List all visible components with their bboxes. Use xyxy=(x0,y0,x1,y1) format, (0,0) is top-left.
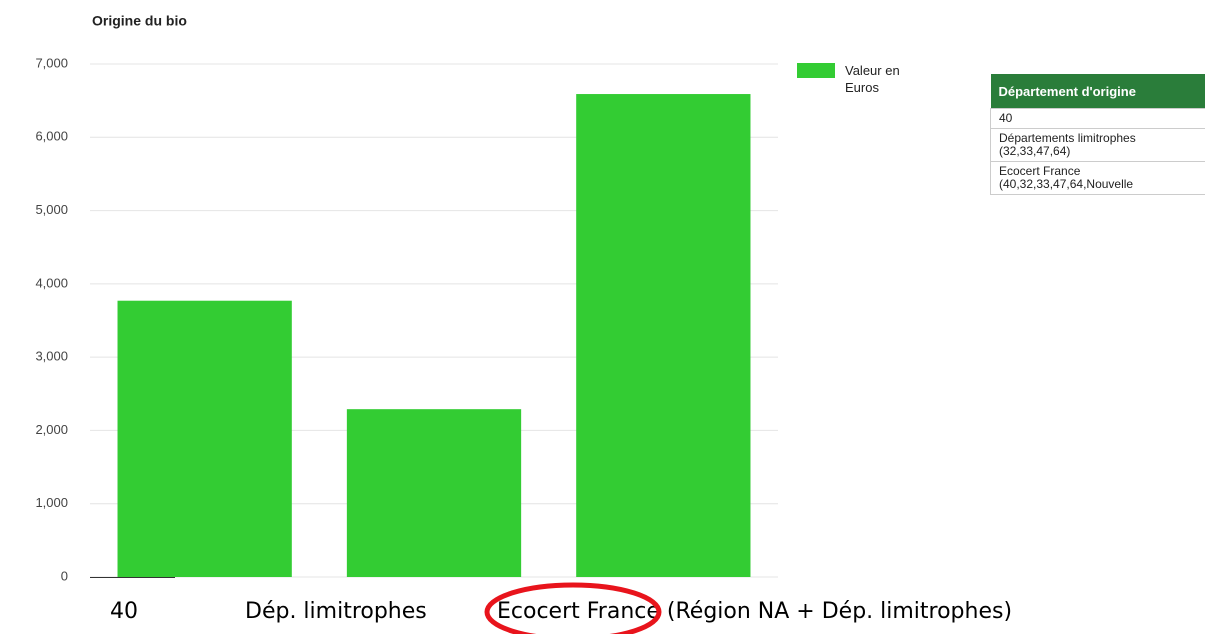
table-header: Département d'origine xyxy=(990,74,1205,109)
y-tick-label: 4,000 xyxy=(35,275,68,290)
chart-title: Origine du bio xyxy=(92,13,187,29)
y-tick-label: 2,000 xyxy=(35,422,68,437)
bar xyxy=(576,94,751,577)
bar xyxy=(117,300,292,577)
table-row: Ecocert France (40,32,33,47,64,Nouvelle xyxy=(990,161,1205,195)
legend-label: Valeur en Euros xyxy=(845,63,900,95)
cell-text: Départements limitrophes (32,33,47,64) xyxy=(999,132,1136,158)
table-cell: Départements limitrophes (32,33,47,64) xyxy=(990,128,1205,162)
y-tick-label: 0 xyxy=(61,568,68,583)
table-row: Départements limitrophes (32,33,47,64) xyxy=(990,128,1205,162)
y-tick-label: 7,000 xyxy=(35,55,68,70)
cell-text: 40 xyxy=(999,112,1013,125)
y-tick-label: 5,000 xyxy=(35,202,68,217)
legend: Valeur en Euros xyxy=(797,63,915,96)
bar xyxy=(346,409,522,577)
table-cell: Ecocert France (40,32,33,47,64,Nouvelle xyxy=(990,161,1205,195)
highlight-ellipse xyxy=(484,582,662,634)
cell-text: Ecocert France (40,32,33,47,64,Nouvelle xyxy=(999,165,1134,191)
data-table: Département d'origine 40 Départements lim… xyxy=(990,74,1205,195)
x-tick-label: Dép. limitrophes xyxy=(245,599,427,624)
table-row: 40 xyxy=(990,108,1205,129)
table-cell: 40 xyxy=(990,108,1205,129)
y-tick-label: 3,000 xyxy=(35,349,68,364)
y-tick-label: 6,000 xyxy=(35,129,68,144)
y-tick-label: 1,000 xyxy=(35,495,68,510)
legend-swatch xyxy=(797,63,835,78)
x-tick-label: Ecocert France (Région NA + Dép. limitro… xyxy=(497,599,1012,624)
x-tick-label: 40 xyxy=(110,599,138,624)
